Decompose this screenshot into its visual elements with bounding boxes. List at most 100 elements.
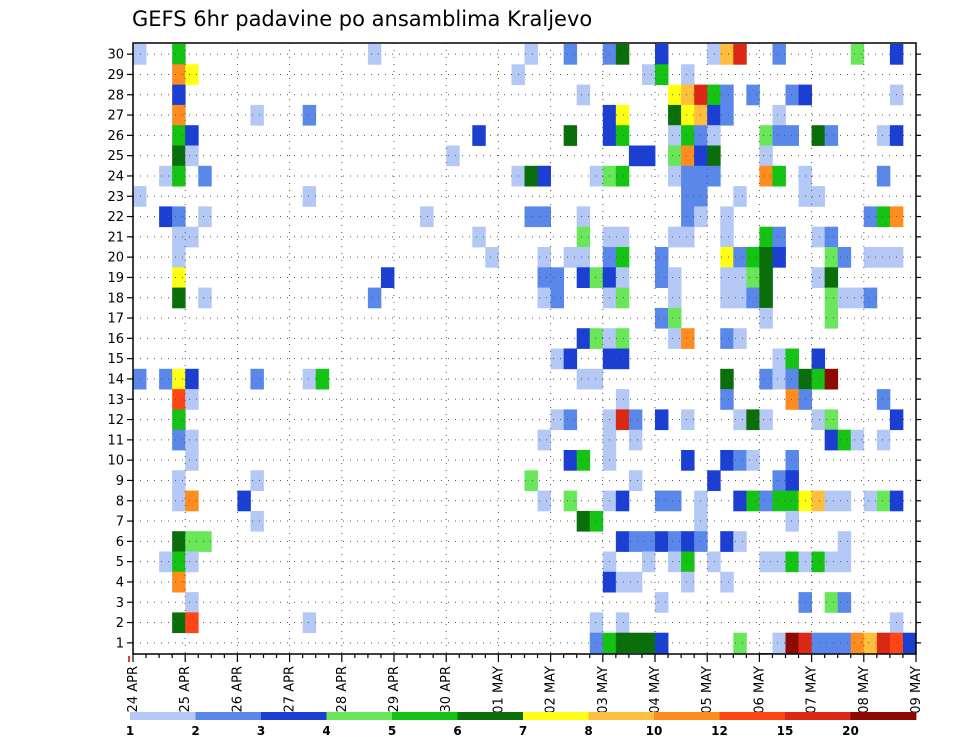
precip-cell (628, 571, 643, 593)
y-tick-label: 19 (107, 271, 124, 286)
precip-cell (707, 165, 721, 187)
precip-cell (172, 368, 186, 390)
precip-cell (668, 165, 682, 187)
y-tick-label: 29 (107, 68, 124, 83)
colorbar-label: 6 (453, 724, 461, 738)
y-tick-label: 24 (107, 169, 124, 184)
precip-cell (524, 470, 538, 491)
precip-cell (746, 84, 760, 106)
precip-cell (811, 368, 826, 390)
precip-cell (485, 247, 499, 268)
precip-cell (185, 612, 199, 634)
precip-cell (172, 571, 186, 593)
precip-cell (159, 206, 173, 228)
precip-cell (850, 287, 865, 309)
precip-cell (772, 470, 786, 491)
precip-cell (615, 226, 630, 248)
x-tick-label: 08 MAY (857, 666, 872, 714)
precip-cell (563, 125, 578, 146)
colorbar-swatch (654, 712, 720, 720)
precip-cell (876, 125, 891, 146)
y-tick-label: 3 (116, 596, 124, 611)
precip-cell (472, 125, 486, 146)
precip-cell (850, 632, 865, 654)
precip-cell (380, 267, 395, 288)
colorbar: 1 2 3 4 5 6 7 8 10 12 15 20 (126, 712, 917, 738)
precip-cell (668, 287, 682, 309)
precip-cell (185, 429, 199, 451)
precip-cell (824, 125, 839, 146)
y-tick-label: 22 (107, 210, 124, 225)
x-tick-label: 04 MAY (648, 666, 663, 714)
precip-cell (537, 206, 551, 228)
precip-cell (668, 551, 682, 573)
colorbar-label: 12 (711, 724, 728, 738)
precip-cell (707, 125, 721, 146)
precip-cell (681, 84, 695, 106)
precip-cell (420, 206, 434, 228)
precip-cell (720, 267, 734, 288)
precip-cell (681, 186, 695, 207)
y-tick-label: 27 (107, 109, 124, 124)
colorbar-swatch (850, 712, 917, 720)
precip-cell (172, 64, 186, 85)
precip-cell (733, 409, 747, 431)
precip-cell (707, 551, 721, 573)
precip-cell (550, 348, 565, 370)
precip-cell (811, 226, 826, 248)
precip-cell (172, 409, 186, 431)
y-tick-label: 9 (116, 474, 124, 489)
precip-cell (172, 612, 186, 634)
precip-cell (615, 125, 630, 146)
precip-cell (759, 226, 773, 248)
precip-cell (746, 247, 760, 268)
precip-cell (681, 206, 695, 228)
precip-cell (837, 287, 852, 309)
precip-cell (876, 389, 891, 410)
precip-cell (628, 145, 643, 167)
precip-cell (250, 470, 264, 491)
x-tick-label: 24 APR (126, 666, 141, 712)
precip-cell (772, 368, 786, 390)
precip-cell (720, 450, 734, 471)
precip-cell (681, 551, 695, 573)
precip-cell (589, 328, 604, 349)
precip-cell (172, 247, 186, 268)
colorbar-label: 5 (388, 724, 396, 738)
x-tick-label: 02 MAY (544, 666, 559, 714)
y-tick-label: 6 (116, 535, 124, 550)
y-tick-label: 2 (116, 616, 124, 631)
precip-cell (172, 470, 186, 491)
precip-cell (563, 450, 578, 471)
y-tick-label: 10 (107, 454, 124, 469)
precip-cell (615, 104, 630, 126)
precip-cell (576, 226, 591, 248)
precip-cell (172, 551, 186, 573)
precip-cell (811, 267, 826, 288)
colorbar-label: 20 (842, 724, 859, 738)
precip-cell (681, 145, 695, 167)
precip-cell (576, 450, 591, 471)
y-tick-label: 21 (107, 230, 124, 245)
precip-cell (172, 226, 186, 248)
colorbar-swatch (195, 712, 262, 720)
y-tick-label: 23 (107, 190, 124, 205)
precip-cell (172, 389, 186, 410)
precip-cell (668, 328, 682, 349)
colorbar-label: 8 (584, 724, 592, 738)
precip-cell (837, 551, 852, 573)
precip-cell (655, 267, 669, 288)
precip-cell (746, 267, 760, 288)
precip-cell (237, 490, 251, 512)
y-tick-label: 5 (116, 555, 124, 570)
precip-cell (720, 531, 734, 552)
precip-cell (811, 125, 826, 146)
precip-cell (759, 267, 773, 288)
precip-cell (537, 247, 551, 268)
precip-cell (759, 145, 773, 167)
precip-cell (668, 104, 682, 126)
precip-cell (172, 84, 186, 106)
precip-cell (302, 104, 317, 126)
precip-cell (707, 84, 721, 106)
precip-cell (172, 531, 186, 552)
